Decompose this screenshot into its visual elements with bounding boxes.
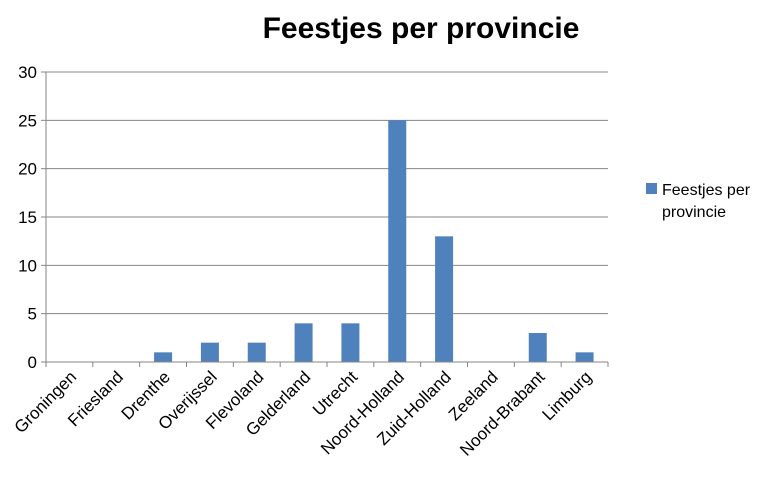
- bar-noord-brabant: [528, 333, 547, 362]
- bar-noord-holland: [388, 120, 407, 362]
- bar-overijssel: [200, 342, 219, 362]
- x-tick-label: Groningen: [11, 367, 81, 437]
- y-tick-label: 15: [18, 208, 37, 227]
- y-tick-label: 0: [28, 353, 37, 372]
- bar-drenthe: [154, 352, 173, 362]
- chart-title: Feestjes per provincie: [263, 12, 580, 45]
- bar-zuid-holland: [435, 236, 454, 362]
- legend: Feestjes per provincie: [646, 182, 751, 221]
- x-tick-label: Limburg: [539, 367, 596, 424]
- x-axis-ticks: GroningenFrieslandDrentheOverijsselFlevo…: [11, 362, 609, 460]
- bar-gelderland: [294, 323, 313, 362]
- y-tick-label: 30: [18, 63, 37, 82]
- x-tick-label: Noord-Brabant: [456, 367, 548, 459]
- legend-label: provincie: [662, 204, 726, 221]
- legend-swatch: [646, 183, 657, 194]
- y-tick-label: 5: [28, 305, 37, 324]
- y-tick-label: 20: [18, 160, 37, 179]
- bar-utrecht: [341, 323, 360, 362]
- legend-label: Feestjes per: [662, 182, 751, 199]
- x-tick-label: Noord-Holland: [317, 367, 408, 458]
- gridlines: [46, 71, 608, 315]
- y-tick-label: 10: [18, 256, 37, 275]
- y-tick-label: 25: [18, 111, 37, 130]
- bar-limburg: [575, 352, 594, 362]
- bar-flevoland: [247, 342, 266, 362]
- y-axis-ticks: 0 5 10 15 20 25 30: [18, 63, 46, 372]
- bars: [154, 120, 594, 362]
